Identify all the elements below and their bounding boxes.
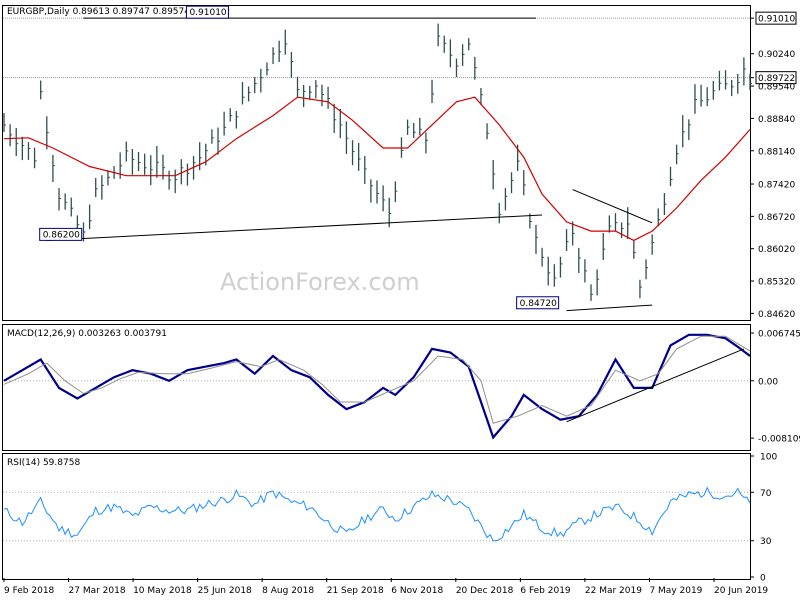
price-bars bbox=[3, 23, 752, 301]
annotation-label: 0.91010 bbox=[189, 8, 226, 18]
macd-tick-label: 0.006745 bbox=[758, 330, 800, 340]
annotation-box bbox=[516, 296, 560, 310]
x-tick-label: 8 Aug 2018 bbox=[262, 586, 314, 596]
macd-title: MACD(12,26,9) 0.003263 0.003791 bbox=[7, 329, 167, 339]
price-pane: EURGBP,Daily 0.89613 0.89747 0.89574 0.8… bbox=[2, 5, 797, 321]
price-tick-label: 0.84620 bbox=[758, 310, 795, 320]
x-tick-label: 25 Jun 2018 bbox=[198, 586, 252, 596]
macd-tick-label: -0.008109 bbox=[758, 435, 800, 445]
x-tick-label: 9 Feb 2018 bbox=[4, 586, 55, 596]
macd-trendline bbox=[566, 348, 745, 423]
price-tick-label: 0.88140 bbox=[758, 147, 795, 157]
pane-frame bbox=[2, 5, 751, 321]
annotation-label: 0.86200 bbox=[43, 230, 80, 240]
x-tick-label: 20 Jun 2019 bbox=[714, 586, 768, 596]
rsi-title: RSI(14) 59.8758 bbox=[7, 458, 80, 468]
price-tick-label: 0.86720 bbox=[758, 213, 795, 223]
x-tick-label: 6 Feb 2019 bbox=[520, 586, 571, 596]
price-title: EURGBP,Daily 0.89613 0.89747 0.89574 0.8… bbox=[7, 7, 230, 17]
x-tick-label: 6 Nov 2018 bbox=[391, 586, 443, 596]
price-tick-label: 0.90240 bbox=[758, 50, 795, 60]
price-tick-label: 0.88840 bbox=[758, 115, 795, 125]
price-tick-label: 0.89540 bbox=[758, 83, 795, 93]
pane-frame bbox=[2, 324, 751, 451]
annotation-label: 0.84720 bbox=[520, 299, 557, 309]
price-trendline bbox=[572, 189, 653, 224]
price-label-box bbox=[755, 71, 797, 85]
watermark: ActionForex.com bbox=[220, 268, 420, 296]
macd-pane: MACD(12,26,9) 0.003263 0.003791 0.006745 0… bbox=[2, 324, 800, 451]
x-tick-label: 27 Mar 2018 bbox=[69, 586, 126, 596]
x-tick-label: 21 Sep 2018 bbox=[327, 586, 384, 596]
x-tick-label: 22 Mar 2019 bbox=[585, 586, 642, 596]
macd-signal-line bbox=[3, 335, 751, 424]
price-label-box bbox=[755, 11, 797, 25]
rsi-pane: RSI(14) 59.8758 100 70 30 0 bbox=[2, 453, 777, 584]
price-tick-label: 0.85320 bbox=[758, 278, 795, 288]
x-tick-label: 10 May 2018 bbox=[133, 586, 192, 596]
annotation-box bbox=[185, 5, 229, 19]
macd-macd-line bbox=[3, 333, 751, 440]
price-tick-label: 0.89722 bbox=[758, 74, 795, 84]
price-trendline bbox=[566, 304, 653, 312]
rsi-tick-label: 70 bbox=[760, 489, 772, 499]
pane-frame bbox=[2, 453, 751, 580]
rsi-line bbox=[3, 486, 751, 542]
price-trendline bbox=[46, 214, 543, 241]
annotation-box bbox=[39, 227, 83, 241]
rsi-tick-label: 100 bbox=[760, 453, 777, 463]
rsi-tick-label: 30 bbox=[760, 537, 772, 547]
price-tick-label: 0.91010 bbox=[758, 15, 795, 25]
price-tick-label: 0.86020 bbox=[758, 245, 795, 255]
x-tick-label: 20 Dec 2018 bbox=[456, 586, 514, 596]
rsi-tick-label: 0 bbox=[760, 574, 766, 584]
x-axis: 9 Feb 2018 27 Mar 2018 10 May 2018 25 Jun 2… bbox=[3, 578, 768, 596]
x-tick-label: 7 May 2019 bbox=[649, 586, 702, 596]
moving-average-line bbox=[3, 96, 751, 242]
price-tick-label: 0.87420 bbox=[758, 181, 795, 191]
macd-tick-label: 0.00 bbox=[758, 377, 778, 387]
